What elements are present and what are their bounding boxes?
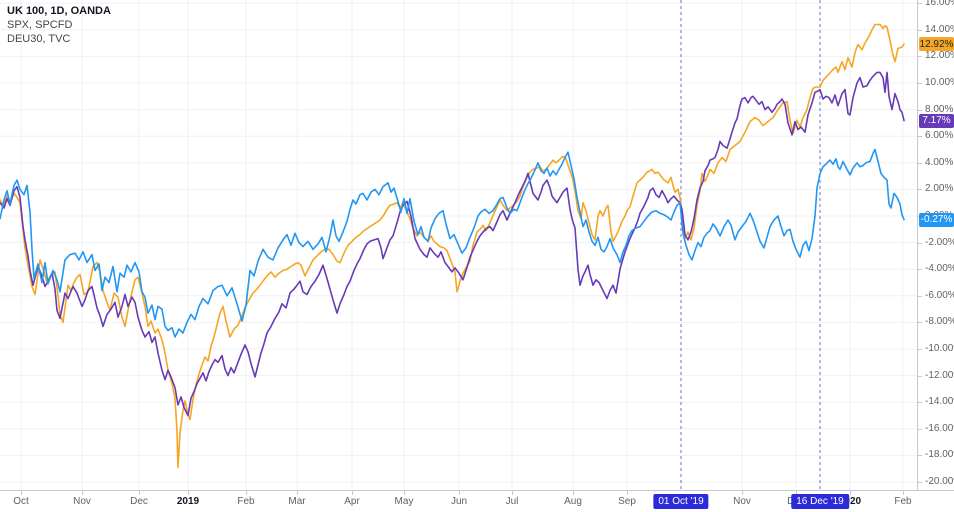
time-tick-label: Sep [618, 496, 636, 507]
price-tick-label: -10.00% [925, 343, 954, 354]
price-tick-label: -14.00% [925, 396, 954, 408]
price-tick-label: 6.00% [925, 130, 954, 142]
legend-main-symbol[interactable]: UK 100, 1D, OANDA [7, 5, 111, 17]
time-tick-label: Jul [505, 496, 519, 507]
time-tick [742, 491, 743, 495]
price-tick-label: -20.00% [925, 476, 954, 487]
price-tick-label: 12.00% [925, 50, 954, 62]
price-axis[interactable]: 16.00% 14.00% 12.00% 10.00% 8.00% 6.00% 4.00% 2… [917, 0, 954, 490]
price-tick [918, 56, 922, 58]
time-tick-label: Aug [564, 496, 582, 507]
time-tick-label: Feb [894, 496, 912, 507]
last-value-badge-deu30: 7.17% [919, 113, 954, 128]
last-value-badge-spx: 12.92% [919, 37, 954, 52]
time-tick-label: Apr [344, 496, 360, 507]
price-tick [918, 162, 922, 164]
symbol-legend: UK 100, 1D, OANDA SPX, SPCFD DEU30, TVC [7, 4, 111, 46]
price-tick [918, 189, 922, 191]
time-tick [352, 491, 353, 495]
time-tick-label: 2020 [838, 496, 862, 507]
series-line-spx[interactable] [0, 23, 905, 469]
chart-pane[interactable] [0, 0, 917, 490]
legend-compare-symbol-deu30[interactable]: DEU30, TVC [7, 33, 71, 45]
series-line-uk100[interactable] [0, 148, 905, 338]
price-tick [918, 109, 922, 111]
time-tick [459, 491, 460, 495]
time-tick [188, 491, 189, 495]
price-tick [918, 349, 922, 350]
time-axis[interactable]: Oct Nov Dec 2019 Feb Mar Apr May Jun Jul Aug Sep Nov… [0, 490, 954, 512]
time-tick [850, 491, 851, 495]
price-tick [918, 455, 922, 457]
time-tick [627, 491, 628, 495]
time-tick [404, 491, 405, 495]
last-value-badge-uk100: -0.27% [919, 212, 954, 227]
time-tick-label: May [394, 496, 414, 507]
time-tick-label: Feb [237, 496, 255, 507]
time-tick [903, 491, 904, 495]
price-tick [918, 242, 922, 244]
price-tick [918, 83, 922, 84]
price-tick-label: 2.00% [925, 183, 954, 195]
time-tick [297, 491, 298, 495]
time-tick-label: Jun [450, 496, 468, 507]
time-tick-label: Oct [13, 496, 29, 507]
price-tick-label: -16.00% [925, 422, 954, 434]
price-tick-label: 4.00% [925, 156, 954, 168]
price-tick [918, 375, 922, 377]
time-tick [512, 491, 513, 495]
price-tick [918, 29, 922, 31]
time-tick-label: 2019 [176, 496, 200, 507]
price-tick-label: -6.00% [925, 289, 954, 301]
price-tick-label: 14.00% [925, 23, 954, 35]
time-tick-label: Dec [130, 496, 148, 507]
time-tick-label: Nov [733, 496, 751, 507]
time-tick-label: Mar [288, 496, 306, 507]
price-tick [918, 3, 922, 5]
price-tick-label: -8.00% [925, 316, 954, 328]
price-tick [918, 482, 922, 483]
price-tick-label: 10.00% [925, 77, 954, 88]
time-tick [21, 491, 22, 495]
event-date-badge: 16 Dec '19 [791, 494, 849, 509]
event-date-badge: 01 Oct '19 [653, 494, 709, 509]
price-tick-label: -12.00% [925, 369, 954, 381]
series-line-deu30[interactable] [0, 71, 905, 417]
time-tick [246, 491, 247, 495]
price-tick-label: -4.00% [925, 263, 954, 275]
time-tick [139, 491, 140, 495]
price-tick [918, 136, 922, 138]
price-tick-label: 16.00% [925, 0, 954, 9]
time-tick [82, 491, 83, 495]
price-chart-canvas[interactable] [0, 0, 917, 490]
price-tick [918, 322, 922, 324]
price-tick-label: 8.00% [925, 103, 954, 115]
time-tick [573, 491, 574, 495]
price-tick [918, 402, 922, 404]
price-tick [918, 295, 922, 297]
price-tick [918, 428, 922, 430]
time-tick [796, 491, 797, 495]
price-tick [918, 269, 922, 271]
price-tick-label: -2.00% [925, 236, 954, 248]
legend-compare-symbol-spx[interactable]: SPX, SPCFD [7, 19, 73, 31]
time-tick-label: Nov [73, 496, 91, 507]
price-tick-label: -18.00% [925, 449, 954, 461]
